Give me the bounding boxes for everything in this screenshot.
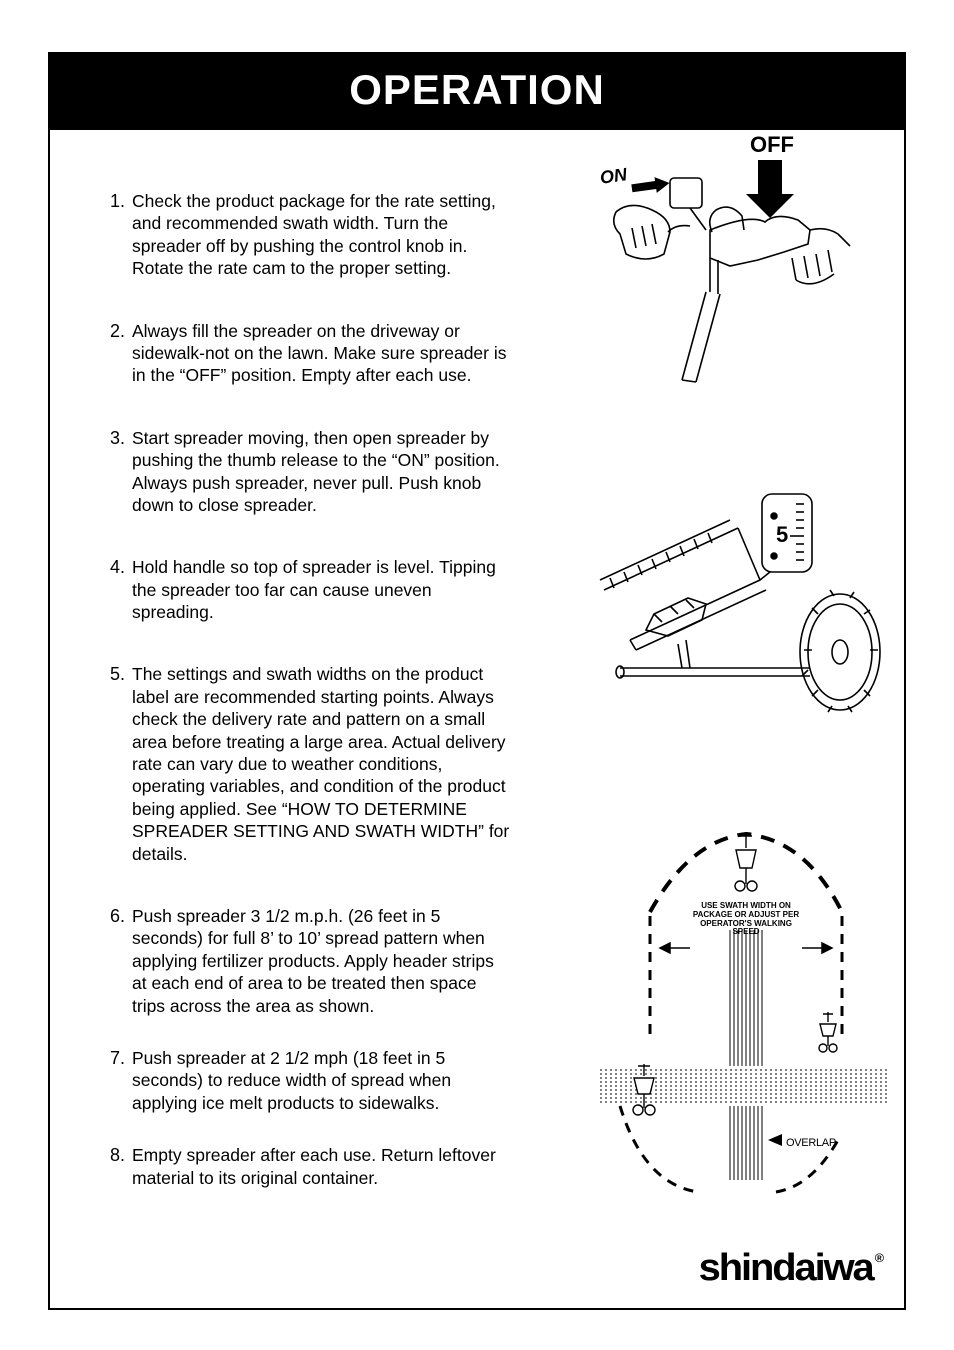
on-label: ON xyxy=(599,164,629,189)
vertical-hatch-icon xyxy=(730,930,762,1066)
figure-rate-dial: 5 xyxy=(590,490,890,730)
on-arrow-icon xyxy=(631,175,671,196)
registered-mark: ® xyxy=(875,1251,884,1265)
page: OPERATION Check the product package for … xyxy=(0,0,954,1350)
overlap-label: OVERLAP xyxy=(786,1137,836,1149)
content-columns: Check the product package for the rate s… xyxy=(50,130,904,1239)
figure-spread-pattern: USE SWATH WIDTH ON PACKAGE OR ADJUST PER… xyxy=(590,820,900,1200)
on-off-illustration xyxy=(560,160,880,400)
figure-on-off: OFF ON xyxy=(560,160,880,400)
handle-tube-icon xyxy=(600,520,738,590)
spreader-right-icon xyxy=(819,1012,837,1052)
step-4: Hold handle so top of spreader is level.… xyxy=(110,556,510,623)
figures-column: OFF ON xyxy=(530,190,874,1219)
swath-width-text: USE SWATH WIDTH ON PACKAGE OR ADJUST PER… xyxy=(686,902,806,937)
off-label: OFF xyxy=(750,132,794,158)
control-knob-icon xyxy=(614,178,850,382)
vertical-hatch-bottom-icon xyxy=(730,1106,762,1180)
step-6: Push spreader 3 1/2 m.p.h. (26 feet in 5… xyxy=(110,905,510,1017)
step-5: The settings and swath widths on the pro… xyxy=(110,663,510,865)
spreader-top-icon xyxy=(735,834,757,891)
spreader-frame-icon xyxy=(616,528,880,712)
step-8: Empty spreader after each use. Return le… xyxy=(110,1144,510,1189)
spread-pattern-illustration: USE SWATH WIDTH ON PACKAGE OR ADJUST PER… xyxy=(590,820,900,1200)
steps-column: Check the product package for the rate s… xyxy=(110,190,510,1219)
content-frame: Check the product package for the rate s… xyxy=(48,130,906,1310)
spreader-left-icon xyxy=(633,1064,655,1115)
brand-name: shindaiwa xyxy=(699,1247,873,1289)
operation-steps: Check the product package for the rate s… xyxy=(110,190,510,1189)
off-arrow-icon xyxy=(746,160,794,218)
header-title: OPERATION xyxy=(48,52,906,130)
overlap-label-icon: OVERLAP xyxy=(768,1134,836,1149)
rate-dial-illustration: 5 xyxy=(590,490,890,730)
dial-value: 5 xyxy=(776,522,788,547)
step-3: Start spreader moving, then open spreade… xyxy=(110,427,510,517)
spread-arc-bottom-icon xyxy=(620,1106,838,1192)
step-7: Push spreader at 2 1/2 mph (18 feet in 5… xyxy=(110,1047,510,1114)
step-1: Check the product package for the rate s… xyxy=(110,190,510,280)
step-2: Always fill the spreader on the driveway… xyxy=(110,320,510,387)
brand-logo: shindaiwa® xyxy=(699,1247,882,1290)
